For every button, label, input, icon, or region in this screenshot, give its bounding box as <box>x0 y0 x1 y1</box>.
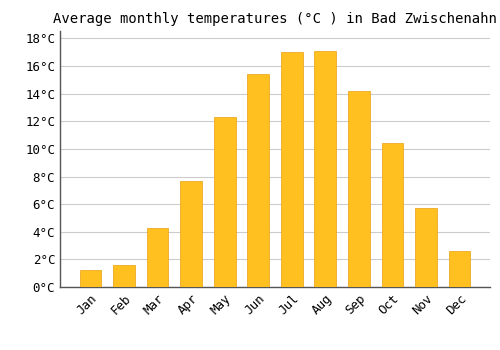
Bar <box>80 271 102 287</box>
Title: Average monthly temperatures (°C ) in Bad Zwischenahn: Average monthly temperatures (°C ) in Ba… <box>53 12 497 26</box>
Bar <box>448 251 470 287</box>
Bar <box>248 74 269 287</box>
Bar <box>382 144 404 287</box>
Bar <box>415 208 437 287</box>
Bar <box>113 265 135 287</box>
Bar <box>214 117 236 287</box>
Bar <box>348 91 370 287</box>
Bar <box>314 51 336 287</box>
Bar <box>146 228 169 287</box>
Bar <box>180 181 202 287</box>
Bar <box>281 52 302 287</box>
